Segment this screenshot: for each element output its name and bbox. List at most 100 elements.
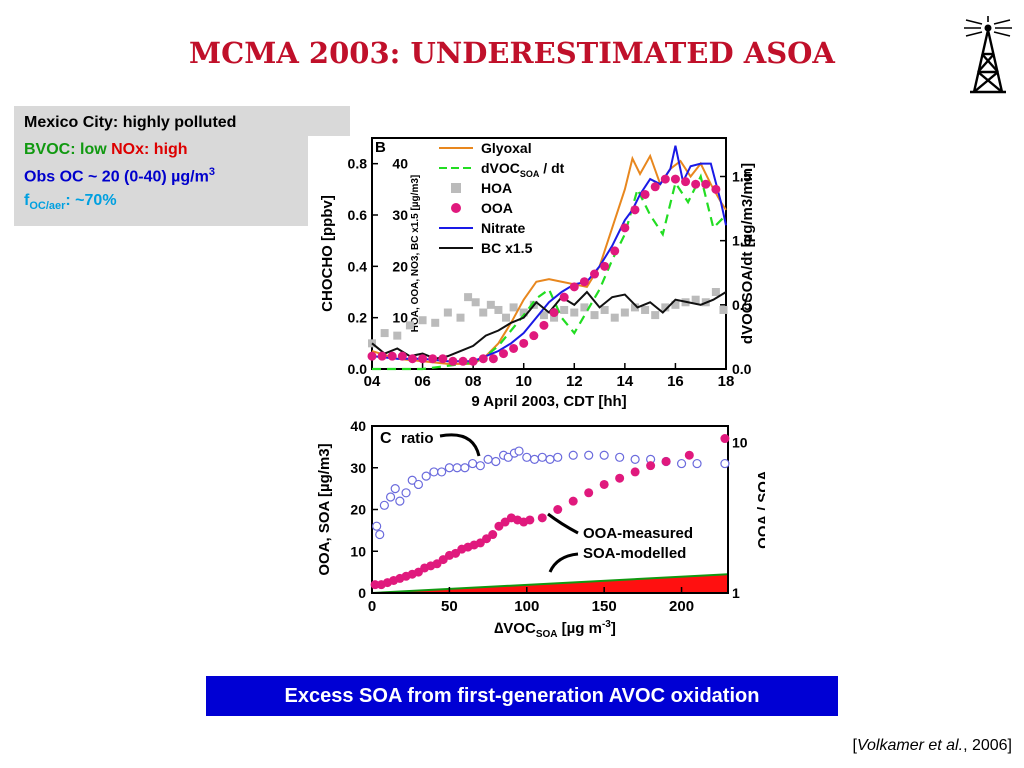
hoa-point [519, 308, 528, 317]
ratio-point [444, 463, 454, 473]
slide-title: MCMA 2003: UNDERESTIMATED ASOA [189, 36, 835, 70]
ooa-measured-point [661, 456, 671, 466]
x-tick-label: 0 [368, 598, 376, 615]
ooa-point [478, 354, 488, 364]
y-tick-label: 30 [350, 460, 366, 476]
ooa-point [438, 354, 448, 364]
ooa-measured-point [488, 530, 498, 540]
ratio-point [468, 458, 478, 469]
ooa-point [509, 343, 519, 353]
citation-authors: Volkamer et al. [856, 737, 964, 754]
ooa-point [519, 338, 529, 348]
y-axis-title-right: dVOCSOA/dt [µg/m3/min] [739, 163, 755, 344]
ooa-point [640, 189, 650, 199]
y-tick-label: 40 [350, 418, 366, 434]
ratio-point [390, 484, 400, 494]
ooa-point [701, 179, 711, 189]
x-tick-label: 200 [669, 598, 694, 615]
x-tick-label: 06 [414, 373, 431, 390]
ratio-point [385, 492, 396, 502]
ratio-point [568, 450, 578, 460]
ooa-point [681, 177, 691, 187]
hoa-point [711, 288, 720, 296]
ratio-point [676, 458, 687, 469]
ooa-point [488, 354, 498, 364]
hoa-point [479, 308, 488, 317]
inner-tick-label: 10 [392, 310, 408, 326]
radio-tower-icon [964, 16, 1012, 94]
legend-label-hoa: HOA [481, 180, 512, 196]
right-tick-label: 0.0 [732, 361, 752, 377]
x-tick-label: 50 [441, 598, 458, 615]
info-line-oc: Obs OC ~ 20 (0-40) µg/m3 [24, 166, 215, 186]
info-oc-sup: 3 [208, 166, 215, 178]
ooa-point [660, 174, 670, 184]
ooa-point [428, 354, 438, 364]
info-oc-text: Obs OC ~ 20 (0-40) µg/m [24, 168, 209, 186]
ratio-arrow [439, 433, 481, 457]
ratio-point [395, 496, 405, 506]
hoa-point [405, 321, 414, 330]
ooa-point [590, 269, 600, 279]
hoa-point [494, 305, 503, 314]
ratio-point [437, 467, 447, 477]
legend-background [439, 140, 561, 268]
x-tick-label: 12 [566, 373, 583, 390]
ratio-point [529, 454, 540, 465]
hoa-point [600, 305, 609, 314]
ooa-point [397, 351, 407, 361]
ratio-point [537, 452, 547, 462]
ooa-point [498, 349, 508, 359]
citation: [Volkamer et al., 2006] [852, 737, 1012, 755]
hoa-point [456, 313, 465, 322]
left-tick-label: 0.2 [348, 310, 368, 326]
hoa-point [431, 318, 440, 327]
annotation-soa-modelled: SOA-modelled [583, 545, 686, 562]
info-f-sub: OC/aer [29, 200, 66, 213]
ooa-point [620, 223, 630, 233]
hoa-point [590, 311, 599, 320]
legend-label-dvoc: dVOCSOA / dt [481, 160, 565, 179]
hoa-point [539, 311, 548, 320]
inner-tick-label: 20 [392, 258, 408, 274]
ratio-point [720, 458, 730, 469]
info-line-foc: fOC/aer: ~70% [24, 192, 117, 212]
chart-c: 0 50 100 150 200 0 10 20 30 40 1 10 ∆VOCSOA [µg m-3]… [316, 418, 765, 640]
ooa-point [407, 354, 417, 364]
ratio-point [379, 500, 389, 510]
ooa-measured-point [525, 515, 535, 525]
left-tick-label: 0.0 [348, 361, 368, 377]
hoa-point [641, 305, 650, 314]
hoa-point [471, 298, 480, 307]
citation-rest: , 2006] [963, 737, 1012, 754]
ooa-point [448, 356, 458, 366]
y-tick-label: 10 [350, 543, 366, 559]
hoa-point [502, 313, 511, 322]
y-tick-label: 0 [358, 585, 366, 601]
ooa-measured-point [599, 479, 609, 489]
hoa-point [464, 293, 473, 302]
ooa-point [367, 351, 377, 361]
hoa-point [560, 305, 569, 314]
hoa-point [630, 303, 639, 312]
ratio-point [584, 450, 594, 460]
ratio-point [401, 488, 411, 498]
ratio-point [615, 452, 625, 462]
left-tick-label: 0.6 [348, 207, 368, 223]
hoa-point [368, 339, 376, 348]
ooa-point [600, 261, 610, 271]
hoa-point [550, 313, 559, 322]
hoa-point [580, 303, 589, 312]
hoa-point [486, 300, 495, 309]
ratio-point [545, 454, 555, 465]
hoa-point [570, 308, 579, 317]
left-tick-label: 0.8 [348, 156, 368, 172]
y-axis-title-left: OOA, SOA [µg/m3] [316, 443, 333, 575]
ratio-point [692, 458, 702, 469]
legend-label-glyoxal: Glyoxal [481, 140, 532, 156]
ooa-measured-point [537, 513, 547, 523]
ratio-point [491, 456, 501, 467]
x-tick-label: 10 [515, 373, 532, 390]
x-tick-label: 18 [718, 373, 735, 390]
inner-tick-label: 40 [392, 156, 408, 172]
